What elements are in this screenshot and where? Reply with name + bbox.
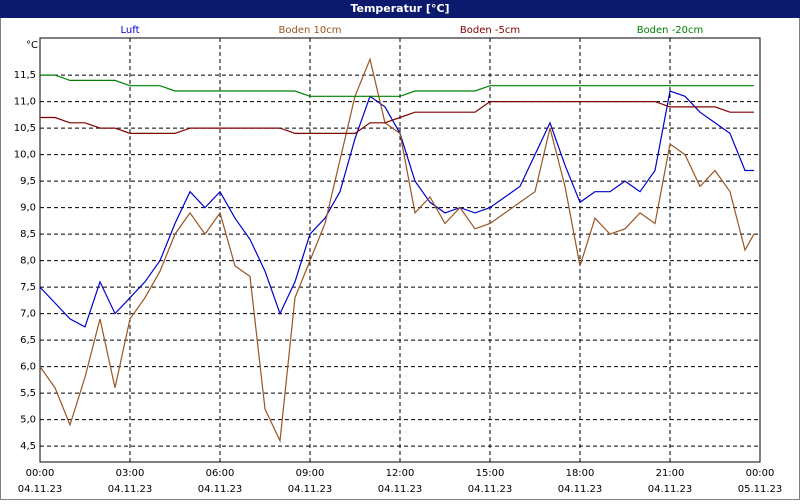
x-tick-label: 00:00 <box>26 468 55 479</box>
y-tick-label: 8,0 <box>20 256 36 267</box>
series-line <box>40 101 754 134</box>
y-tick-label: 5,0 <box>20 415 36 426</box>
x-tick-label: 12:00 <box>386 468 415 479</box>
x-tick-label: 21:00 <box>656 468 685 479</box>
x-tick-label: 06:00 <box>206 468 235 479</box>
x-tick-date: 04.11.23 <box>648 484 693 495</box>
x-tick-label: 15:00 <box>476 468 505 479</box>
x-tick-date: 04.11.23 <box>558 484 603 495</box>
x-tick-label: 09:00 <box>296 468 325 479</box>
title-bar <box>0 0 800 18</box>
x-tick-date: 04.11.23 <box>108 484 153 495</box>
x-tick-date: 04.11.23 <box>198 484 243 495</box>
y-tick-label: 9,5 <box>20 176 36 187</box>
y-tick-label: 5,5 <box>20 388 36 399</box>
y-tick-label: 7,5 <box>20 282 36 293</box>
x-tick-date: 04.11.23 <box>378 484 423 495</box>
y-tick-label: 4,5 <box>20 441 36 452</box>
legend-entry: Luft <box>121 25 140 36</box>
plot-frame <box>39 37 761 463</box>
y-unit: °C <box>26 40 38 51</box>
legend-entry: Boden 10cm <box>279 25 342 36</box>
y-tick-label: 6,0 <box>20 362 36 373</box>
legend-entry: Boden -5cm <box>460 25 520 36</box>
y-tick-label: 10,5 <box>14 123 36 134</box>
y-tick-label: 10,0 <box>14 150 36 161</box>
x-tick-label: 00:00 <box>746 468 775 479</box>
y-tick-label: 8,5 <box>20 229 36 240</box>
x-tick-date: 04.11.23 <box>18 484 63 495</box>
y-tick-label: 11,5 <box>14 70 36 81</box>
y-tick-label: 11,0 <box>14 97 36 108</box>
y-tick-label: 7,0 <box>20 309 36 320</box>
x-tick-label: 18:00 <box>566 468 595 479</box>
legend-entry: Boden -20cm <box>637 25 704 36</box>
x-tick-date: 04.11.23 <box>288 484 333 495</box>
series-line <box>39 57 755 443</box>
x-tick-date: 05.11.23 <box>738 484 783 495</box>
x-tick-label: 03:00 <box>116 468 145 479</box>
y-tick-label: 9,0 <box>20 203 36 214</box>
y-tick-label: 6,5 <box>20 335 36 346</box>
series-line <box>40 74 754 97</box>
x-tick-date: 04.11.23 <box>468 484 513 495</box>
chart-title: Temperatur [°C] <box>350 2 449 15</box>
